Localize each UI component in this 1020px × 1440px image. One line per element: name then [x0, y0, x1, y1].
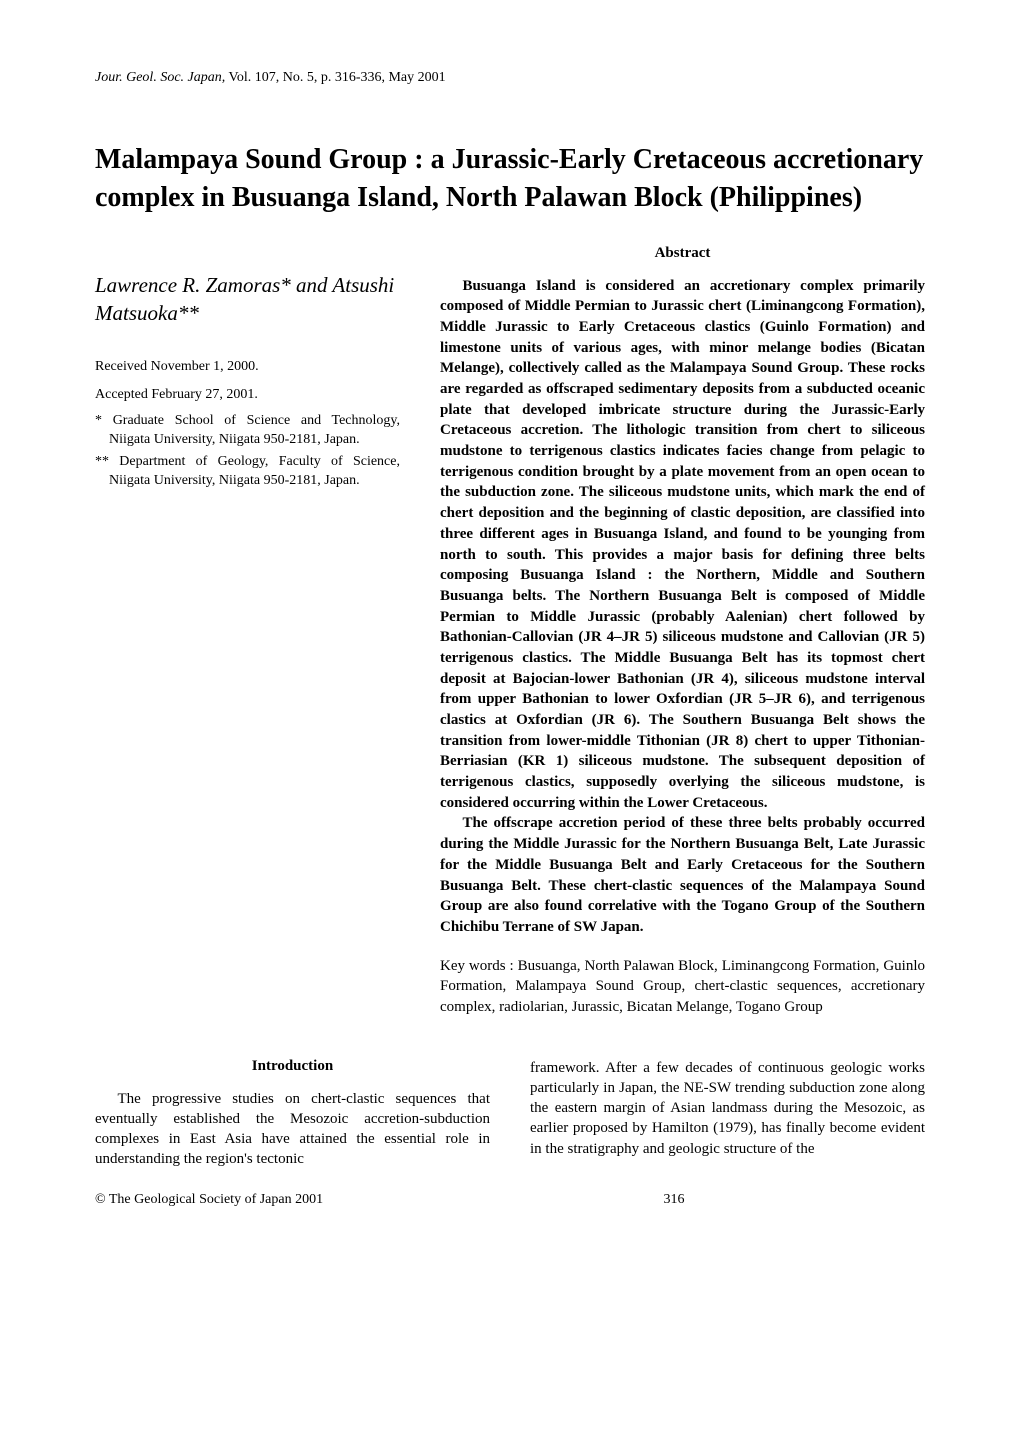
abstract-para-2: The offscrape accretion period of these … [440, 813, 925, 937]
abstract-heading: Abstract [440, 245, 925, 262]
introduction-heading: Introduction [95, 1058, 490, 1075]
affiliation-2: ** Department of Geology, Faculty of Sci… [95, 453, 400, 491]
journal-normal: Vol. 107, No. 5, p. 316-336, May 2001 [225, 70, 445, 85]
intro-right-text: framework. After a few decades of contin… [530, 1058, 925, 1159]
main-columns: Lawrence R. Zamoras* and Atsushi Matsuok… [95, 245, 925, 1018]
intro-left-text: The progressive studies on chert-clastic… [95, 1089, 490, 1170]
left-column: Lawrence R. Zamoras* and Atsushi Matsuok… [95, 245, 400, 1018]
page-number: 316 [664, 1192, 685, 1208]
journal-header: Jour. Geol. Soc. Japan, Vol. 107, No. 5,… [95, 70, 925, 86]
introduction-section: Introduction The progressive studies on … [95, 1058, 925, 1170]
affiliation-1: * Graduate School of Science and Technol… [95, 412, 400, 450]
article-title: Malampaya Sound Group : a Jurassic-Early… [95, 141, 925, 217]
right-column: Abstract Busuanga Island is considered a… [440, 245, 925, 1018]
page-footer: © The Geological Society of Japan 2001 3… [95, 1192, 925, 1208]
journal-italic: Jour. Geol. Soc. Japan, [95, 70, 225, 85]
abstract-body: Busuanga Island is considered an accreti… [440, 276, 925, 938]
authors: Lawrence R. Zamoras* and Atsushi Matsuok… [95, 271, 400, 328]
copyright: © The Geological Society of Japan 2001 [95, 1192, 323, 1208]
abstract-para-1: Busuanga Island is considered an accreti… [440, 276, 925, 814]
keywords: Key words : Busuanga, North Palawan Bloc… [440, 956, 925, 1018]
intro-left-col: Introduction The progressive studies on … [95, 1058, 490, 1170]
accepted-date: Accepted February 27, 2001. [95, 385, 400, 405]
received-date: Received November 1, 2000. [95, 357, 400, 377]
intro-right-col: framework. After a few decades of contin… [530, 1058, 925, 1170]
